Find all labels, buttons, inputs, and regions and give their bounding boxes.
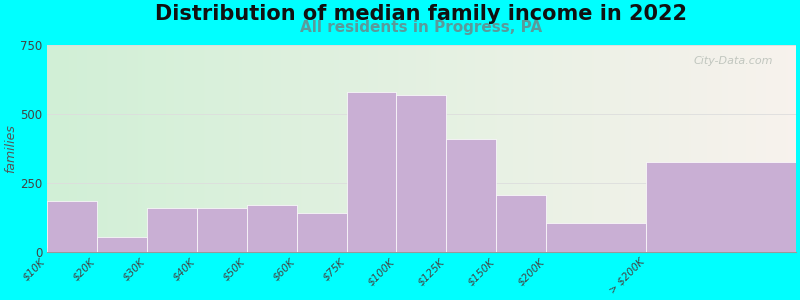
Title: Distribution of median family income in 2022: Distribution of median family income in …: [155, 4, 687, 24]
Bar: [546, 223, 646, 252]
Bar: [346, 92, 397, 252]
Bar: [397, 95, 446, 252]
Bar: [47, 201, 97, 252]
Bar: [147, 208, 197, 252]
Bar: [197, 208, 246, 252]
Bar: [246, 205, 297, 252]
Bar: [646, 162, 796, 252]
Y-axis label: families: families: [4, 124, 17, 173]
Bar: [446, 139, 496, 252]
Bar: [97, 237, 147, 252]
Text: All residents in Progress, PA: All residents in Progress, PA: [300, 20, 542, 35]
Bar: [297, 213, 346, 252]
Text: City-Data.com: City-Data.com: [694, 56, 774, 65]
Bar: [496, 195, 546, 252]
